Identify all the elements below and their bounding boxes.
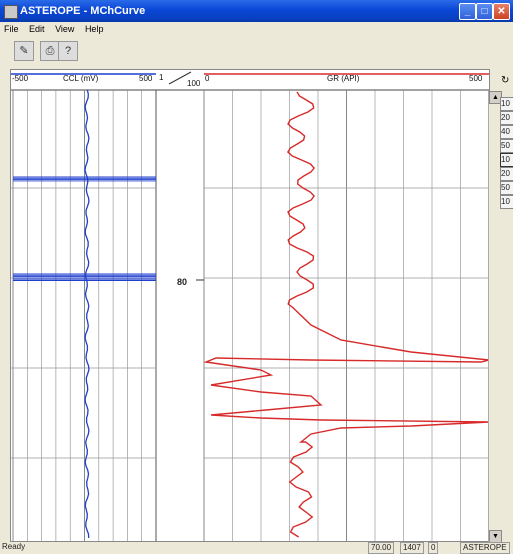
track-header — [11, 70, 489, 92]
vertical-scrollbar[interactable]: ▲ ▼ — [488, 91, 502, 543]
print-icon[interactable]: ⎙ — [40, 41, 60, 61]
scale-left-label: 1 — [159, 73, 164, 82]
title-bar: ASTEROPE - MChCurve _ □ ✕ — [0, 0, 513, 22]
zoom-button[interactable]: 40 — [500, 125, 513, 139]
zoom-button-selected[interactable]: 10 — [500, 153, 513, 167]
status-text: Ready — [2, 542, 26, 551]
app-icon — [4, 5, 18, 19]
status-zero: 0 — [428, 542, 439, 554]
ccl-right-label: 500 — [139, 74, 153, 83]
zoom-button[interactable]: 20 — [500, 167, 513, 181]
menu-edit[interactable]: Edit — [29, 24, 45, 34]
gr-track-name: GR (API) — [327, 74, 360, 83]
scale-divider — [168, 71, 192, 85]
menu-file[interactable]: File — [4, 24, 19, 34]
log-plot-svg: -500 CCL (mV) 500 1 100 0 GR (API) 500 8… — [11, 70, 490, 549]
gr-left-label: 0 — [205, 74, 210, 83]
close-button[interactable]: ✕ — [493, 3, 510, 20]
status-value: 1407 — [400, 542, 424, 554]
refresh-icon[interactable]: ↻ — [501, 75, 510, 86]
track-grid — [11, 90, 490, 549]
help-icon[interactable]: ? — [58, 41, 78, 61]
ccl-collar-spikes — [13, 176, 156, 281]
zoom-button[interactable]: 50 — [500, 139, 513, 153]
zoom-button[interactable]: 20 — [500, 111, 513, 125]
zoom-button[interactable]: 10 — [500, 195, 513, 209]
ccl-track-name: CCL (mV) — [63, 74, 99, 83]
maximize-button[interactable]: □ — [476, 3, 493, 20]
status-bar: Ready 70.00 1407 0 ASTEROPE — [0, 542, 513, 554]
status-depth: 70.00 — [368, 542, 395, 554]
minimize-button[interactable]: _ — [459, 3, 476, 20]
menu-view[interactable]: View — [55, 24, 75, 34]
ccl-left-label: -500 — [12, 74, 29, 83]
ccl-curve — [84, 89, 90, 539]
scale-right-label: 100 — [187, 79, 201, 88]
depth-label: 80 — [177, 277, 187, 287]
curve-tool-icon[interactable]: ✎ — [14, 41, 34, 61]
zoom-button[interactable]: 10 — [500, 97, 513, 111]
zoom-button[interactable]: 50 — [500, 181, 513, 195]
menu-bar: File Edit View Help — [0, 22, 513, 38]
menu-help[interactable]: Help — [84, 24, 104, 34]
status-app: ASTEROPE — [460, 542, 510, 554]
gr-right-label: 500 — [469, 74, 483, 83]
zoom-panel: ↻ 10 20 40 50 10 20 50 10 — [500, 69, 513, 529]
toolbar: ✎ ⎙ ? — [0, 39, 513, 65]
log-plot-area: -500 CCL (mV) 500 1 100 0 GR (API) 500 8… — [10, 69, 490, 549]
gr-curve — [203, 91, 490, 538]
window-title: ASTEROPE - MChCurve — [20, 5, 146, 17]
